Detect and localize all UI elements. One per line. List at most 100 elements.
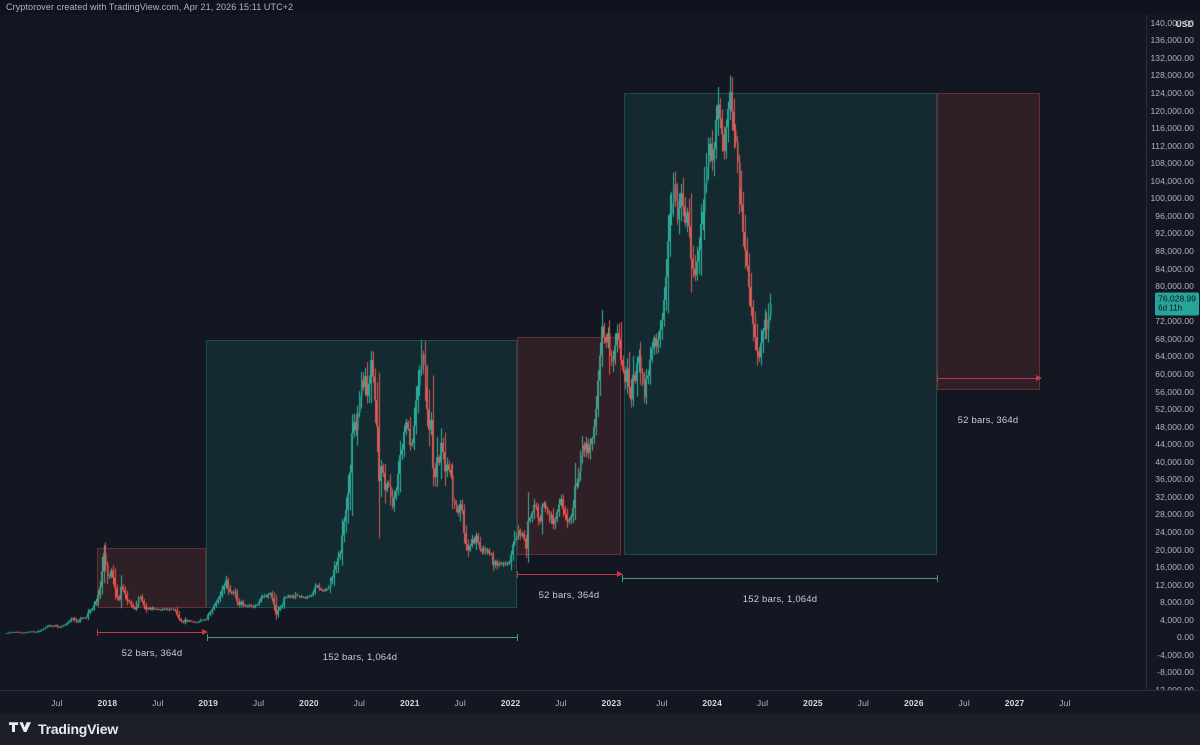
- time-tick-label: Jul: [252, 698, 265, 708]
- time-tick-label: Jul: [656, 698, 668, 708]
- measure-label: 52 bars, 364d: [538, 590, 600, 601]
- price-axis[interactable]: USD 140,000.00 136,000.00 132,000.00 128,00…: [1146, 14, 1200, 695]
- chart-footer: TradingView: [0, 714, 1200, 745]
- time-tick-label: 2027: [1004, 698, 1025, 708]
- measure-arrowhead: [202, 629, 208, 635]
- current-price-value: 76,028.99: [1158, 293, 1196, 304]
- bar-countdown: 6d 11h: [1158, 303, 1183, 313]
- time-tick-label: Jul: [152, 698, 164, 708]
- time-tick-label: 2025: [803, 698, 823, 708]
- measure-cap-right: [517, 634, 518, 641]
- measure-cap-left: [937, 375, 938, 382]
- time-tick-label: 2020: [299, 698, 319, 708]
- bear-zone-box[interactable]: [97, 548, 206, 608]
- tradingview-logo[interactable]: TradingView: [9, 721, 118, 737]
- price-tick-label: 96,000.00: [1155, 210, 1194, 221]
- measure-cap-left: [207, 634, 208, 641]
- price-axis-unit: USD: [1175, 19, 1194, 29]
- price-tick-label: 20,000.00: [1155, 544, 1194, 555]
- price-tick-label: 64,000.00: [1155, 351, 1194, 362]
- measure-arrowhead: [1036, 375, 1042, 381]
- price-tick-label: 112,000.00: [1151, 140, 1194, 151]
- price-tick-label: 128,000.00: [1150, 70, 1194, 81]
- price-tick-label: 0.00: [1177, 632, 1194, 643]
- price-tick-label: 120,000.00: [1150, 105, 1194, 116]
- price-tick-label: 36,000.00: [1155, 474, 1194, 485]
- time-tick-label: 2022: [500, 698, 521, 708]
- price-tick-label: 84,000.00: [1155, 263, 1194, 274]
- measure-arrowhead: [617, 571, 623, 577]
- time-tick-label: 2024: [702, 698, 723, 708]
- price-tick-label: 16,000.00: [1155, 562, 1194, 573]
- time-tick-label: Jul: [454, 698, 466, 708]
- bear-measure-arrow[interactable]: [937, 375, 1042, 382]
- price-tick-label: -8,000.00: [1157, 667, 1194, 678]
- measure-line: [622, 578, 938, 579]
- measure-label: 52 bars, 364d: [957, 415, 1019, 426]
- measure-line: [937, 378, 1041, 379]
- price-tick-label: 136,000.00: [1150, 35, 1194, 46]
- time-tick-label: 2026: [903, 698, 924, 708]
- price-tick-label: 32,000.00: [1155, 491, 1194, 502]
- time-tick-label: 2019: [198, 698, 219, 708]
- price-tick-label: 104,000.00: [1150, 175, 1194, 186]
- price-tick-label: 116,000.00: [1151, 123, 1194, 134]
- bear-zone-box[interactable]: [517, 337, 621, 555]
- time-tick-label: Jul: [857, 698, 870, 708]
- time-tick-label: Jul: [353, 698, 366, 708]
- price-tick-label: 68,000.00: [1155, 333, 1194, 344]
- candlestick-series: [0, 14, 1146, 690]
- measure-cap-right: [937, 575, 938, 582]
- bull-zone-box[interactable]: [624, 93, 937, 555]
- bear-measure-arrow[interactable]: [97, 629, 208, 636]
- time-tick-label: Jul: [555, 698, 567, 708]
- measure-label: 52 bars, 364d: [121, 648, 183, 659]
- price-tick-label: 100,000.00: [1150, 193, 1194, 204]
- time-tick-label: Jul: [756, 698, 769, 708]
- price-tick-label: -4,000.00: [1157, 649, 1194, 660]
- measure-label: 152 bars, 1,064d: [322, 652, 398, 663]
- time-tick-label: 2018: [97, 698, 118, 708]
- price-tick-label: 8,000.00: [1160, 597, 1194, 608]
- price-tick-label: 140,000.00: [1150, 17, 1194, 28]
- price-tick-label: 92,000.00: [1155, 228, 1194, 239]
- price-tick-label: 132,000.00: [1150, 52, 1194, 63]
- time-tick-label: Jul: [958, 698, 970, 708]
- bull-zone-box[interactable]: [206, 340, 517, 608]
- price-tick-label: 56,000.00: [1155, 386, 1194, 397]
- measure-line: [97, 632, 207, 633]
- bull-measure-arrow[interactable]: [207, 634, 518, 641]
- tradingview-mark-icon: [9, 722, 31, 733]
- price-tick-label: 52,000.00: [1155, 404, 1194, 415]
- price-tick-label: 4,000.00: [1160, 614, 1194, 625]
- time-tick-label: Jul: [1059, 698, 1071, 708]
- price-tick-label: 24,000.00: [1155, 526, 1194, 537]
- price-tick-label: 72,000.00: [1155, 316, 1194, 327]
- measure-cap-left: [97, 629, 98, 636]
- price-tick-label: 88,000.00: [1155, 246, 1194, 257]
- price-tick-label: 12,000.00: [1155, 579, 1194, 590]
- price-tick-label: 60,000.00: [1155, 368, 1194, 379]
- measure-label: 152 bars, 1,064d: [742, 594, 818, 605]
- chart-watermark: Cryptorover created with TradingView.com…: [0, 0, 1200, 14]
- time-axis[interactable]: Jul 2018 Jul 2019 Jul 2020 Jul 2021 Jul 2022 Jul 20…: [0, 690, 1200, 715]
- tradingview-wordmark: TradingView: [38, 721, 119, 737]
- measure-line: [517, 574, 622, 575]
- bear-zone-box[interactable]: [937, 93, 1040, 390]
- current-price-badge: 76,028.99 6d 11h: [1155, 292, 1199, 316]
- measure-line: [207, 637, 518, 638]
- time-tick-label: Jul: [51, 698, 63, 708]
- chart-plot-area[interactable]: 52 bars, 364d 152 bars, 1,064d 52 bars, 36…: [0, 14, 1146, 690]
- time-tick-label: 2021: [399, 698, 420, 708]
- measure-cap-left: [622, 575, 623, 582]
- price-tick-label: 124,000.00: [1150, 88, 1194, 98]
- measure-cap-left: [517, 571, 518, 578]
- price-tick-label: 44,000.00: [1155, 439, 1194, 450]
- bear-measure-arrow[interactable]: [517, 571, 623, 578]
- price-tick-label: 80,000.00: [1155, 281, 1194, 292]
- price-tick-label: 40,000.00: [1155, 456, 1194, 467]
- price-tick-label: 28,000.00: [1155, 509, 1194, 520]
- bull-measure-arrow[interactable]: [622, 575, 938, 582]
- price-tick-label: 48,000.00: [1155, 421, 1194, 432]
